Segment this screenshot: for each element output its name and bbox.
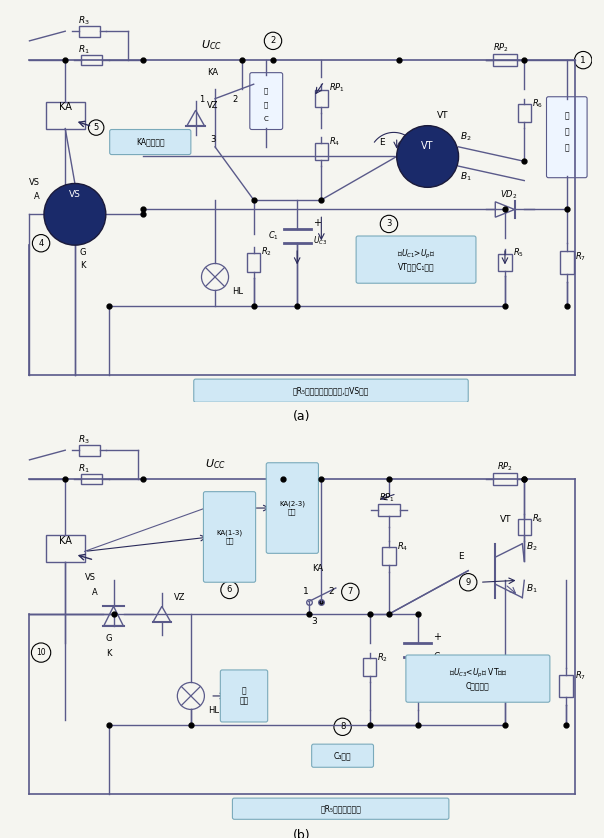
- Text: 整: 整: [565, 111, 569, 120]
- Text: HL: HL: [233, 287, 243, 297]
- Text: 流: 流: [565, 127, 569, 137]
- Text: VS: VS: [28, 178, 39, 188]
- Text: 当$U_{C3}$<$U_p$时 VT截止
C放电停止: 当$U_{C3}$<$U_p$时 VT截止 C放电停止: [449, 667, 507, 691]
- Text: $R_1$: $R_1$: [78, 463, 89, 475]
- FancyBboxPatch shape: [547, 96, 587, 178]
- Text: 3: 3: [210, 135, 216, 144]
- Text: $B_1$: $B_1$: [526, 583, 538, 595]
- Text: $R_4$: $R_4$: [329, 136, 340, 148]
- Text: $U_{CC}$: $U_{CC}$: [201, 39, 222, 52]
- Text: K: K: [106, 649, 111, 659]
- Text: 7: 7: [348, 587, 353, 597]
- Text: VT: VT: [500, 515, 512, 525]
- Text: C: C: [264, 116, 269, 122]
- Text: VS: VS: [69, 190, 81, 199]
- Text: 当$U_{C1}$>$U_p$时
VT导通C₁放电: 当$U_{C1}$>$U_p$时 VT导通C₁放电: [397, 248, 435, 272]
- Text: VS: VS: [85, 573, 95, 582]
- FancyBboxPatch shape: [220, 670, 268, 722]
- Text: $U_{CC}$: $U_{CC}$: [205, 458, 226, 471]
- FancyBboxPatch shape: [110, 130, 191, 154]
- Text: $R_5$: $R_5$: [513, 665, 524, 678]
- Text: $RP_1$: $RP_1$: [329, 82, 345, 95]
- Text: 电: 电: [264, 87, 268, 94]
- Text: 容: 容: [264, 101, 268, 108]
- Text: +: +: [434, 632, 442, 642]
- Text: $R_6$: $R_6$: [532, 97, 543, 110]
- Bar: [315, 90, 328, 107]
- Text: VZ: VZ: [207, 101, 219, 111]
- Text: $R_7$: $R_7$: [574, 251, 586, 263]
- Text: VZ: VZ: [173, 592, 185, 602]
- Text: $U_{C3}$: $U_{C3}$: [313, 235, 327, 246]
- Text: VT: VT: [437, 111, 449, 120]
- Text: 在R₅上无触发脉冲: 在R₅上无触发脉冲: [320, 804, 361, 813]
- Text: KA: KA: [59, 102, 72, 112]
- Text: $VD_2$: $VD_2$: [500, 189, 518, 201]
- Text: K: K: [80, 261, 85, 271]
- Text: 2: 2: [233, 95, 237, 104]
- Text: 6: 6: [227, 586, 232, 594]
- Text: $B_2$: $B_2$: [460, 130, 472, 142]
- Bar: [247, 253, 260, 272]
- Text: A: A: [34, 192, 40, 201]
- Text: 8: 8: [340, 722, 345, 732]
- FancyBboxPatch shape: [406, 655, 550, 702]
- Text: $R_2$: $R_2$: [262, 246, 272, 258]
- Text: KA: KA: [207, 68, 219, 76]
- Text: $R_2$: $R_2$: [378, 651, 388, 664]
- Text: $C_1$: $C_1$: [268, 230, 279, 242]
- FancyBboxPatch shape: [356, 236, 476, 283]
- Text: $RP_2$: $RP_2$: [493, 42, 509, 54]
- Text: 1: 1: [199, 95, 205, 104]
- Text: 1: 1: [580, 55, 586, 65]
- Bar: [493, 473, 516, 485]
- Text: HL: HL: [208, 706, 219, 716]
- Text: A: A: [92, 587, 98, 597]
- Text: 报
警灯: 报 警灯: [239, 686, 249, 706]
- Text: $B_2$: $B_2$: [526, 541, 538, 553]
- Text: 3: 3: [387, 220, 391, 229]
- Text: $R_1$: $R_1$: [78, 44, 89, 56]
- Text: (b): (b): [293, 829, 311, 838]
- Bar: [498, 674, 512, 690]
- Text: 2: 2: [328, 587, 334, 596]
- Text: C₃放电: C₃放电: [334, 751, 352, 760]
- FancyBboxPatch shape: [194, 379, 468, 402]
- Text: 4: 4: [39, 239, 43, 248]
- Bar: [378, 504, 400, 515]
- Bar: [560, 251, 574, 274]
- Text: 3: 3: [312, 617, 318, 626]
- Text: $R_3$: $R_3$: [78, 433, 89, 446]
- Bar: [79, 26, 100, 37]
- Bar: [363, 659, 376, 675]
- Text: 器: 器: [565, 143, 569, 153]
- Text: $R_3$: $R_3$: [78, 14, 89, 27]
- Bar: [46, 101, 85, 128]
- Text: KA(2-3)
闭合: KA(2-3) 闭合: [279, 501, 306, 515]
- Text: $C_3$: $C_3$: [434, 650, 445, 663]
- Bar: [315, 143, 328, 160]
- FancyBboxPatch shape: [204, 492, 255, 582]
- Circle shape: [44, 184, 106, 246]
- Text: 5: 5: [94, 123, 99, 132]
- Bar: [81, 473, 101, 484]
- Text: 2: 2: [271, 36, 275, 45]
- Bar: [81, 54, 101, 65]
- Text: $R_5$: $R_5$: [513, 246, 524, 259]
- Text: KA: KA: [312, 564, 323, 572]
- Circle shape: [397, 126, 458, 188]
- Text: +: +: [313, 218, 321, 228]
- FancyBboxPatch shape: [233, 798, 449, 820]
- Text: $B_1$: $B_1$: [460, 171, 472, 184]
- Bar: [518, 105, 531, 122]
- Text: 9: 9: [466, 577, 471, 587]
- Text: E: E: [379, 138, 385, 147]
- Text: 在R₅上产生正脉冲电压,使VS导通: 在R₅上产生正脉冲电压,使VS导通: [293, 386, 369, 396]
- Text: VT: VT: [422, 141, 434, 151]
- Bar: [518, 520, 531, 535]
- Bar: [493, 54, 516, 66]
- Bar: [559, 675, 573, 697]
- FancyBboxPatch shape: [266, 463, 318, 553]
- Text: $R_4$: $R_4$: [397, 541, 408, 553]
- FancyBboxPatch shape: [312, 744, 373, 768]
